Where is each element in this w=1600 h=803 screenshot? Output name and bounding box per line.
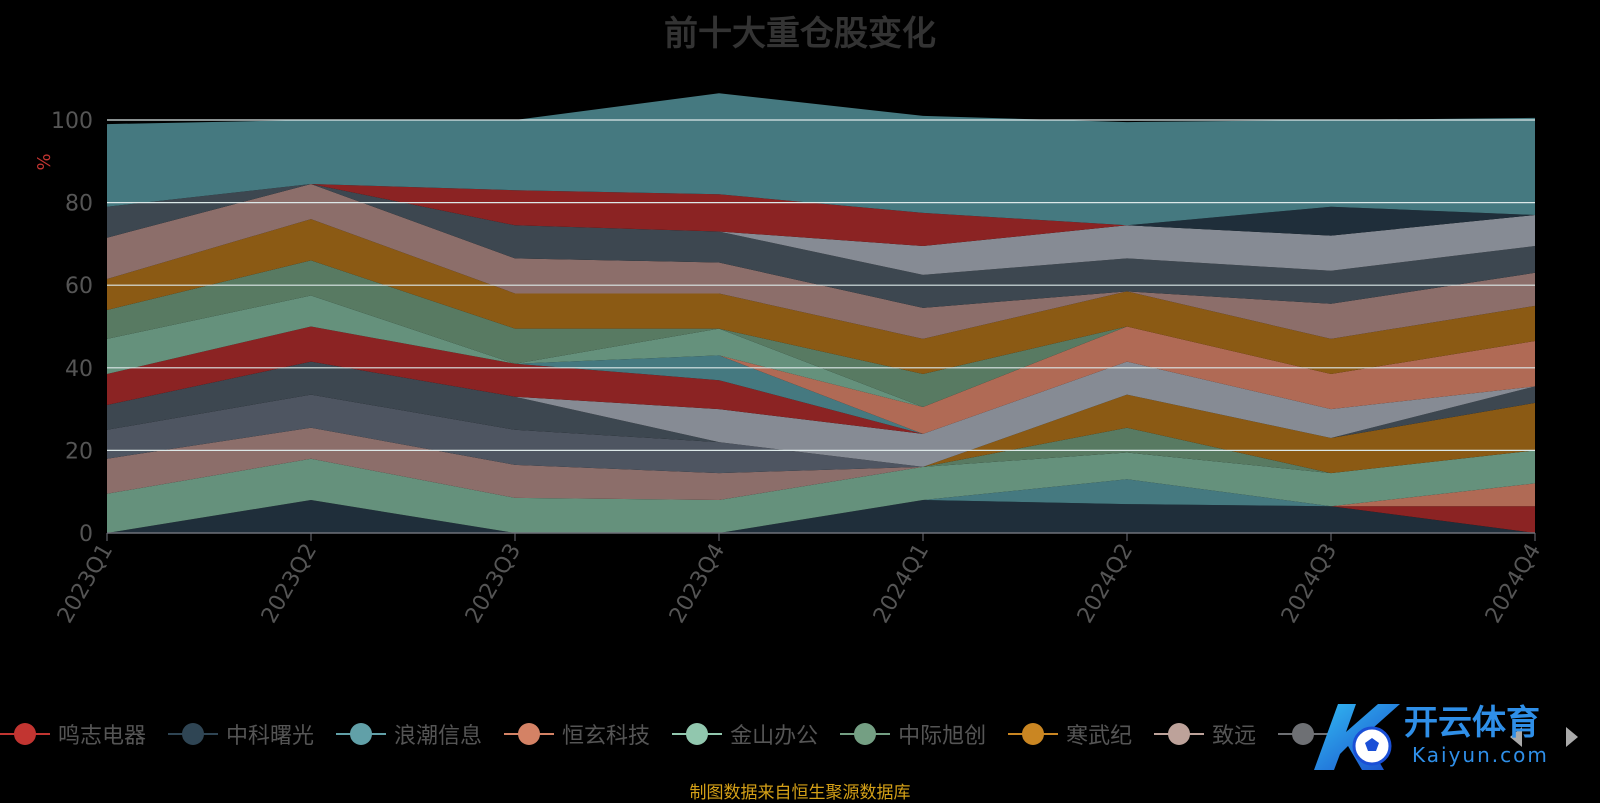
legend-marker-icon [504,721,555,747]
legend-label: 中科曙光 [226,724,315,749]
legend-label: 金山办公 [730,724,819,749]
legend-item-4[interactable]: 金山办公 [672,718,818,750]
legend-marker-icon [168,721,219,747]
y-tick-label: 40 [65,357,93,382]
area-band-8 [107,394,1535,474]
x-tick-label: 2023Q3 [461,540,526,628]
x-tick-label: 2024Q2 [1073,540,1138,628]
x-tick-label: 2024Q1 [869,540,934,628]
legend: 鸣志电器 中科曙光 浪潮信息 恒玄科技 金山办公 中际旭创 寒武纪 致远 [0,716,1580,752]
y-tick-label: 100 [51,109,93,134]
area-band-19 [107,184,1535,275]
x-tick-label: 2023Q1 [53,540,118,628]
legend-label: 中际旭创 [898,724,987,749]
legend-pager [1510,727,1578,747]
legend-item-2[interactable]: 浪潮信息 [336,718,482,750]
area-band-21 [107,184,1535,236]
chart-title: 前十大重仓股变化 [664,14,936,54]
grid-lines [107,119,1535,534]
area-band-10 [107,361,1535,467]
y-tick-label: 60 [65,274,93,299]
legend-marker-icon [1278,721,1329,747]
area-band-13 [107,326,1535,434]
legend-label: 寒武纪 [1066,724,1133,749]
area-band-4 [107,450,1535,533]
y-tick-label: 0 [79,522,93,547]
legend-item-3[interactable]: 恒玄科技 [504,718,650,750]
x-tick-label: 2024Q4 [1481,540,1546,628]
plot-area [107,93,1535,533]
area-band-7 [107,394,1535,474]
area-band-2 [107,479,1535,533]
area-band-16 [107,219,1535,374]
legend-item-5[interactable]: 中际旭创 [840,718,986,750]
legend-item-8[interactable] [1278,721,1336,747]
legend-item-7[interactable]: 致远 [1154,718,1256,750]
legend-item-1[interactable]: 中科曙光 [168,718,314,750]
legend-prev-icon[interactable] [1510,727,1522,747]
legend-marker-icon [1008,721,1059,747]
watermark-logo: 开云体育 Kaiyun.com [1314,703,1549,770]
legend-marker-icon [1154,721,1205,747]
area-band-6 [107,394,1535,474]
legend-label: 浪潮信息 [394,724,483,749]
legend-marker-icon [0,721,50,747]
x-tick-label: 2024Q3 [1277,540,1342,628]
brand-name-en: Kaiyun.com [1412,743,1549,767]
y-tick-label: 80 [65,192,93,217]
area-band-22 [107,93,1535,226]
area-band-20 [107,184,1535,246]
x-tick-label: 2023Q4 [665,540,730,628]
legend-next-icon[interactable] [1566,727,1578,747]
legend-marker-icon [672,721,723,747]
y-axis-label: % [34,153,55,170]
source-note: 制图数据来自恒生聚源数据库 [689,783,911,803]
legend-label: 恒玄科技 [562,724,651,749]
area-band-18 [107,184,1535,308]
area-band-11 [107,326,1535,434]
area-band-5 [107,427,1535,500]
legend-label: 鸣志电器 [58,724,147,749]
legend-item-0[interactable]: 鸣志电器 [0,718,146,750]
brand-name-cn: 开云体育 [1404,703,1540,743]
legend-label: 致远 [1212,724,1257,749]
area-band-17 [107,184,1535,339]
legend-marker-icon [336,721,387,747]
x-tick-label: 2023Q2 [257,540,322,628]
y-tick-label: 20 [65,439,93,464]
legend-marker-icon [840,721,891,747]
legend-item-6[interactable]: 寒武纪 [1008,718,1132,750]
